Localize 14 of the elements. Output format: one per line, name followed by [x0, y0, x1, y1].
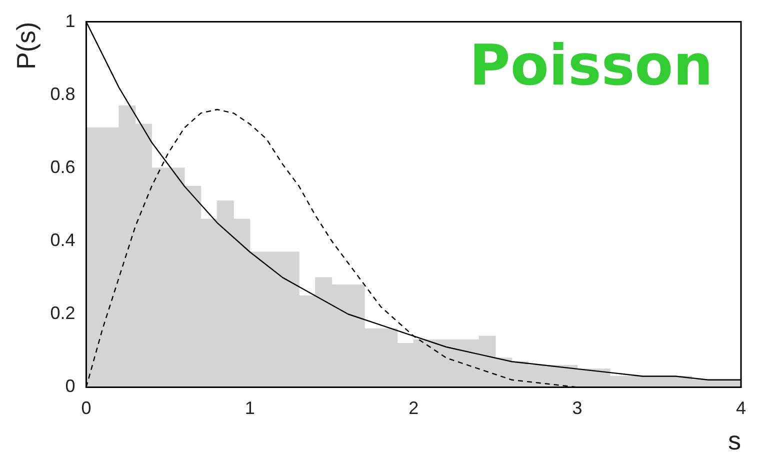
y-tick-label: 0: [65, 376, 76, 396]
y-tick-label: 0.4: [50, 230, 76, 250]
y-tick-label: 0.8: [50, 84, 76, 104]
x-tick-label: 0: [81, 398, 92, 418]
y-axis-title: P(s): [10, 22, 41, 70]
x-tick-label: 3: [572, 398, 582, 418]
annotation: Poisson: [469, 33, 713, 98]
y-tick-label: 0.2: [50, 303, 76, 324]
y-tick-label: 1: [65, 10, 76, 31]
y-tick-label: 0.6: [50, 156, 76, 177]
x-axis-title: s: [728, 426, 741, 456]
x-tick-label: 1: [244, 398, 255, 418]
x-tick-label: 2: [408, 398, 419, 418]
x-tick-label: 4: [736, 398, 746, 418]
